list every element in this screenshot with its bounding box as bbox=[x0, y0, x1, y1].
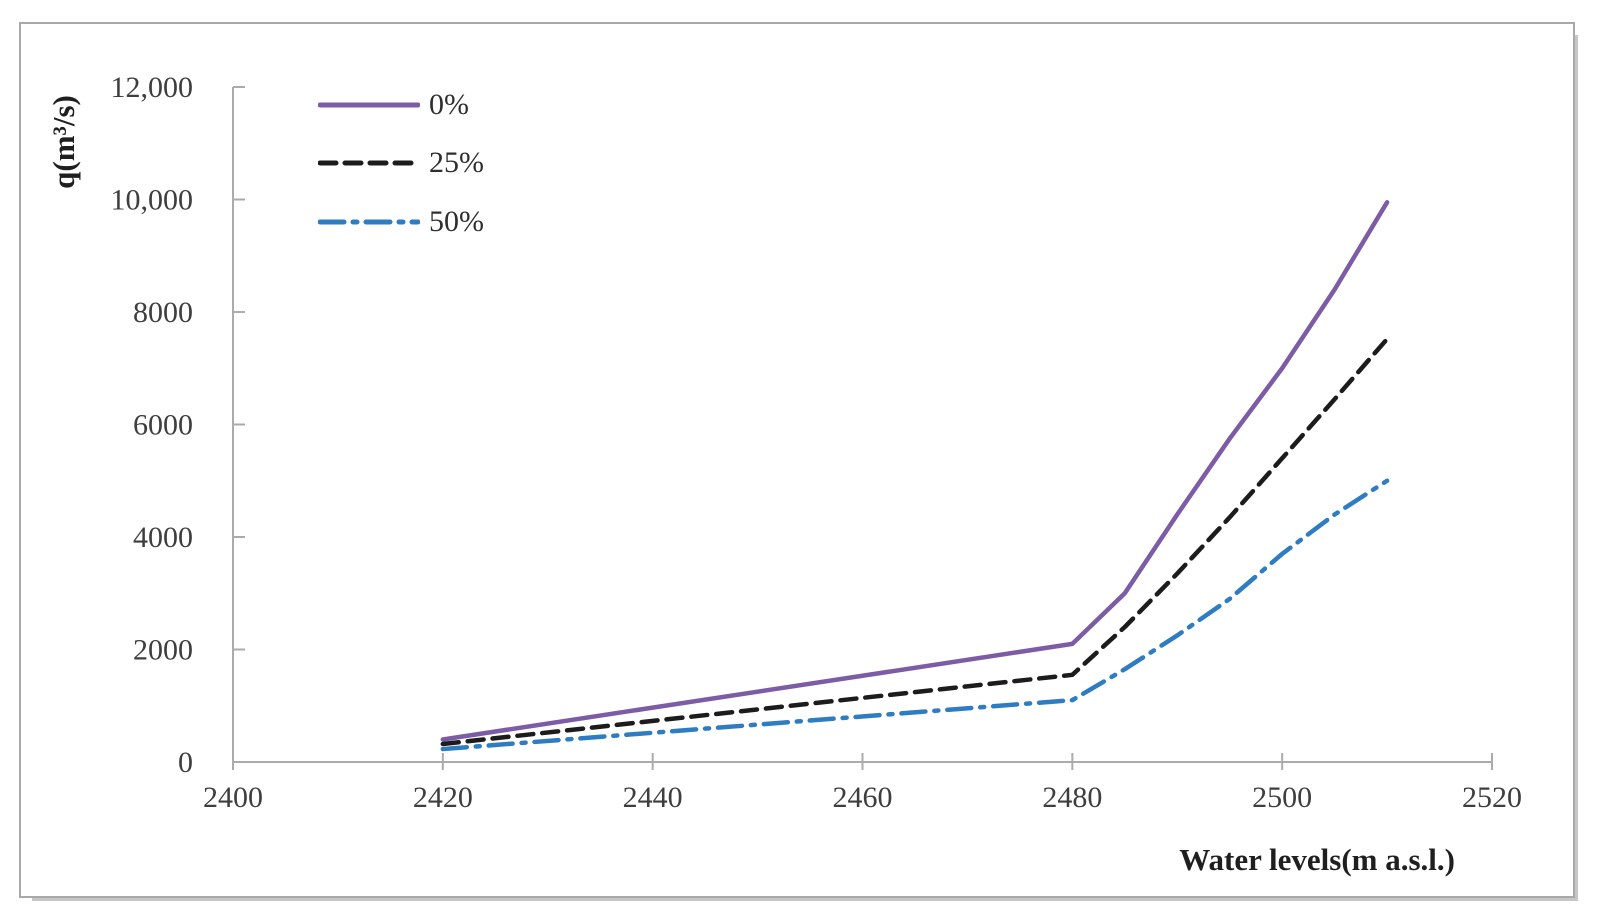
x-tick-label: 2520 bbox=[1462, 781, 1522, 814]
legend-line-sample-50pct bbox=[318, 219, 420, 225]
series-line-25pct bbox=[440, 336, 1390, 747]
legend-label-0pct: 0% bbox=[429, 88, 469, 121]
y-tick-label: 0 bbox=[178, 746, 193, 779]
y-tick-label: 6000 bbox=[133, 409, 193, 442]
legend-label-25pct: 25% bbox=[429, 146, 484, 179]
legend-item-0pct: 0% bbox=[318, 89, 469, 121]
legend-line-sample-0pct bbox=[318, 102, 420, 108]
legend-item-25pct: 25% bbox=[318, 147, 484, 179]
y-tick-label: 12,000 bbox=[111, 71, 194, 104]
x-tick-label: 2400 bbox=[203, 781, 263, 814]
y-axis-title: q(m³/s) bbox=[46, 95, 81, 189]
y-tick-label: 8000 bbox=[133, 296, 193, 329]
x-tick-label: 2420 bbox=[413, 781, 473, 814]
y-tick-label: 4000 bbox=[133, 521, 193, 554]
y-tick-label: 10,000 bbox=[111, 184, 194, 217]
x-tick-label: 2460 bbox=[833, 781, 893, 814]
legend-item-50pct: 50% bbox=[318, 206, 484, 238]
x-tick-label: 2500 bbox=[1252, 781, 1312, 814]
series-line-0pct bbox=[440, 200, 1390, 742]
legend-line-sample-25pct bbox=[318, 160, 420, 166]
x-tick-label: 2480 bbox=[1042, 781, 1102, 814]
legend-label-50pct: 50% bbox=[429, 205, 484, 238]
y-tick-label: 2000 bbox=[133, 634, 193, 667]
series-line-50pct bbox=[440, 478, 1390, 752]
x-tick-label: 2440 bbox=[623, 781, 683, 814]
figure-border bbox=[19, 22, 1575, 898]
x-axis-title: Water levels(m a.s.l.) bbox=[1179, 842, 1455, 877]
